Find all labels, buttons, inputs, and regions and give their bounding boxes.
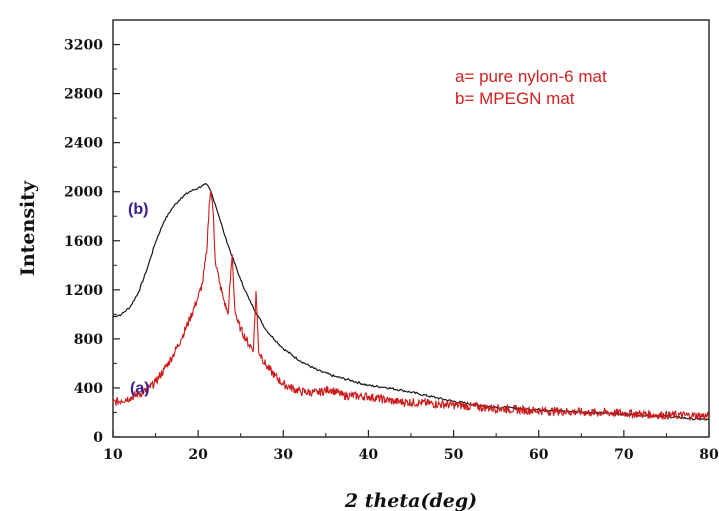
- plot-frame: [112, 19, 710, 438]
- plot-area: [112, 19, 710, 438]
- x-tick-label: 80: [699, 447, 719, 463]
- y-tick-label: 1600: [64, 234, 103, 250]
- x-tick-label: 40: [359, 447, 379, 463]
- y-tick-label: 0: [93, 430, 103, 446]
- y-tick-label: 800: [74, 332, 103, 348]
- ticks-layer: 0 400 800 1200 1600 2000 2400 2800 3200 10 20 30 40 5…: [64, 38, 719, 463]
- y-tick-label: 400: [74, 381, 103, 397]
- x-tick-label: 50: [444, 447, 464, 463]
- labels-layer: (b) (a) a= pure nylon-6 mat b= MPEGN mat Int…: [17, 67, 607, 511]
- y-tick-label: 1200: [64, 283, 103, 299]
- x-axis-title: 2 theta(deg): [344, 490, 477, 511]
- legend-entry-2: b= MPEGN mat: [455, 89, 575, 108]
- y-tick-label: 2800: [64, 87, 103, 103]
- legend-entry-1: a= pure nylon-6 mat: [455, 67, 607, 86]
- y-tick-label: 2000: [64, 185, 103, 201]
- x-tick-label: 10: [103, 447, 123, 463]
- x-tick-label: 60: [529, 447, 549, 463]
- y-tick-label: 3200: [64, 38, 103, 54]
- series-line-b: [112, 182, 710, 421]
- y-axis-title: Intensity: [17, 180, 39, 276]
- y-tick-label: 2400: [64, 136, 103, 152]
- curve-label-b: (b): [128, 201, 148, 218]
- curve-label-a: (a): [130, 380, 150, 397]
- series-layer: [112, 182, 710, 422]
- x-tick-label: 30: [274, 447, 294, 463]
- series-line-a: [112, 190, 710, 422]
- x-tick-label: 20: [188, 447, 208, 463]
- x-tick-label: 70: [614, 447, 634, 463]
